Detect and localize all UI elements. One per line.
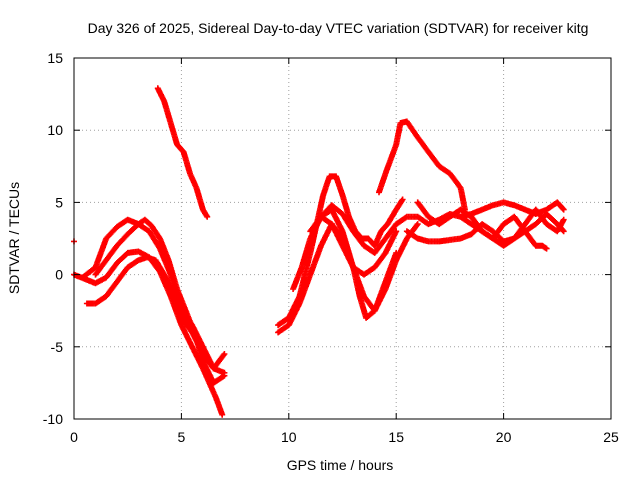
data-point-marker — [560, 228, 567, 235]
series-arc-9 — [307, 213, 400, 278]
series-arc-10 — [318, 199, 567, 256]
data-point-marker — [221, 351, 228, 357]
y-tick-label: 5 — [55, 194, 63, 210]
y-tick-label: 15 — [47, 50, 63, 66]
x-tick-label: 25 — [603, 429, 619, 445]
data-point-marker — [219, 411, 226, 418]
y-tick-label: 10 — [47, 122, 63, 138]
data-point-marker — [221, 372, 228, 379]
x-tick-label: 20 — [496, 429, 512, 445]
x-axis: 0 5 10 15 20 25 — [70, 57, 619, 445]
series-arc-12 — [403, 211, 567, 245]
x-tick-label: 15 — [388, 429, 404, 445]
series-arc-4 — [92, 216, 228, 386]
series-arc-11 — [376, 118, 468, 213]
data-point-marker — [393, 249, 400, 256]
chart-title: Day 326 of 2025, Sidereal Day-to-day VTE… — [88, 20, 589, 36]
y-axis: -10 -5 0 5 10 15 — [43, 50, 63, 427]
x-axis-label: GPS time / hours — [287, 457, 394, 473]
data-point-marker — [399, 196, 406, 203]
data-point-marker — [393, 228, 400, 235]
series-arc-13 — [414, 199, 567, 249]
series-arc-5 — [154, 85, 211, 220]
x-tick-label: 0 — [70, 429, 78, 445]
data-point-marker — [560, 216, 567, 223]
data-point-marker — [543, 245, 550, 252]
data-point-marker — [204, 213, 211, 220]
y-axis-label: SDTVAR / TECUs — [6, 182, 22, 294]
x-tick-label: 5 — [178, 429, 186, 445]
y-tick-label: -5 — [51, 339, 64, 355]
series-arc-14 — [457, 213, 550, 252]
data-point-marker — [559, 205, 566, 212]
plot-frame — [73, 57, 612, 420]
data-points — [71, 85, 567, 418]
x-tick-label: 10 — [281, 429, 297, 445]
y-tick-label: 0 — [55, 267, 63, 283]
y-tick-label: -10 — [43, 411, 63, 427]
data-point-marker — [560, 206, 567, 213]
data-point-marker — [414, 221, 421, 228]
